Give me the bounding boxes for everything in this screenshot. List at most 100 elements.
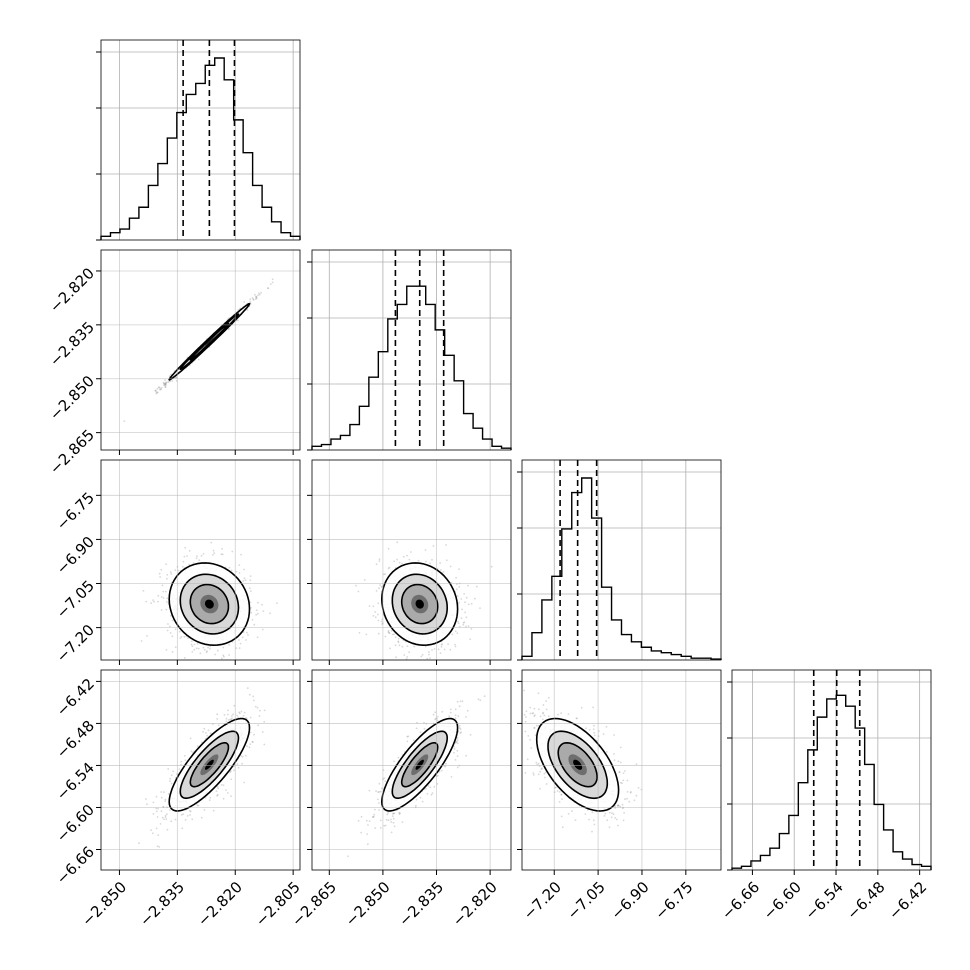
scatter-panel-2-1 (307, 459, 512, 665)
scatter-point (160, 796, 163, 799)
scatter-point (387, 567, 390, 570)
scatter-point (387, 819, 390, 822)
scatter-point (170, 820, 173, 823)
scatter-point (455, 741, 457, 744)
scatter-point (456, 739, 459, 741)
scatter-point (393, 633, 395, 636)
scatter-point (216, 649, 219, 652)
scatter-point (150, 829, 153, 832)
scatter-point (187, 637, 189, 640)
scatter-point (533, 774, 535, 776)
scatter-point (164, 816, 167, 818)
scatter-point (469, 733, 472, 736)
scatter-point (197, 358, 200, 361)
scatter-point (377, 613, 379, 616)
scatter-point (166, 577, 168, 580)
scatter-point (170, 573, 173, 575)
scatter-point (221, 553, 224, 556)
scatter-point (374, 611, 377, 613)
scatter-point (241, 755, 244, 758)
scatter-point (437, 774, 439, 777)
scatter-point (611, 812, 613, 815)
scatter-point (378, 782, 381, 785)
panel-content (347, 695, 486, 858)
scatter-point (454, 717, 457, 720)
scatter-point (614, 805, 616, 808)
scatter-point (159, 388, 162, 390)
scatter-point (216, 794, 219, 797)
scatter-point (164, 383, 167, 386)
scatter-point (456, 755, 459, 757)
scatter-point (223, 655, 225, 658)
scatter-point (256, 636, 259, 639)
scatter-point (455, 588, 458, 591)
scatter-point (246, 687, 249, 689)
scatter-point (236, 714, 238, 717)
scatter-panel-3-0 (96, 669, 301, 875)
scatter-point (196, 642, 199, 645)
scatter-point (457, 622, 460, 625)
histogram-panel-0 (96, 39, 301, 241)
scatter-point (227, 328, 230, 331)
scatter-point (386, 813, 389, 816)
scatter-point (239, 712, 241, 715)
scatter-point (169, 777, 172, 780)
scatter-point (243, 568, 245, 571)
scatter-point (629, 791, 632, 794)
scatter-point (203, 649, 206, 651)
scatter-point (534, 734, 537, 737)
scatter-point (190, 643, 193, 646)
scatter-point (230, 795, 232, 797)
scatter-point (444, 765, 447, 768)
scatter-point (412, 739, 415, 742)
scatter-point (183, 555, 186, 558)
density-core (415, 599, 424, 609)
scatter-point (475, 585, 478, 588)
scatter-point (184, 759, 187, 762)
scatter-point (165, 649, 168, 651)
scatter-point (393, 825, 396, 828)
scatter-point (146, 635, 148, 637)
scatter-point (184, 819, 187, 821)
scatter-point (605, 725, 608, 728)
scatter-point (259, 709, 261, 712)
panel-content (123, 278, 274, 422)
scatter-point (439, 652, 442, 654)
scatter-point (227, 719, 230, 721)
scatter-point (164, 379, 167, 382)
scatter-point (456, 595, 459, 597)
scatter-point (243, 301, 246, 303)
scatter-point (156, 391, 159, 394)
scatter-point (227, 709, 230, 712)
scatter-point (174, 569, 177, 571)
panel-frame (521, 459, 722, 661)
scatter-point (138, 842, 140, 845)
scatter-point (203, 809, 206, 811)
scatter-point (384, 780, 387, 783)
scatter-point (387, 547, 390, 550)
scatter-point (171, 619, 174, 622)
scatter-point (543, 772, 546, 775)
histogram-panel-1 (307, 249, 512, 451)
scatter-point (383, 824, 386, 827)
scatter-point (440, 769, 443, 772)
scatter-point (160, 596, 163, 598)
scatter-point (239, 307, 242, 310)
scatter-point (249, 601, 252, 604)
scatter-point (261, 603, 263, 606)
scatter-point (174, 818, 177, 821)
scatter-point (153, 600, 155, 603)
scatter-point (197, 647, 200, 650)
scatter-point (160, 810, 163, 813)
scatter-point (432, 545, 435, 547)
scatter-point (186, 815, 189, 817)
scatter-point (140, 640, 143, 642)
scatter-point (168, 625, 171, 628)
scatter-point (158, 572, 161, 575)
scatter-point (167, 381, 170, 384)
scatter-point (430, 793, 433, 796)
scatter-point (237, 309, 240, 311)
scatter-point (197, 804, 200, 807)
scatter-point (210, 541, 213, 544)
panel-frame (100, 39, 301, 241)
